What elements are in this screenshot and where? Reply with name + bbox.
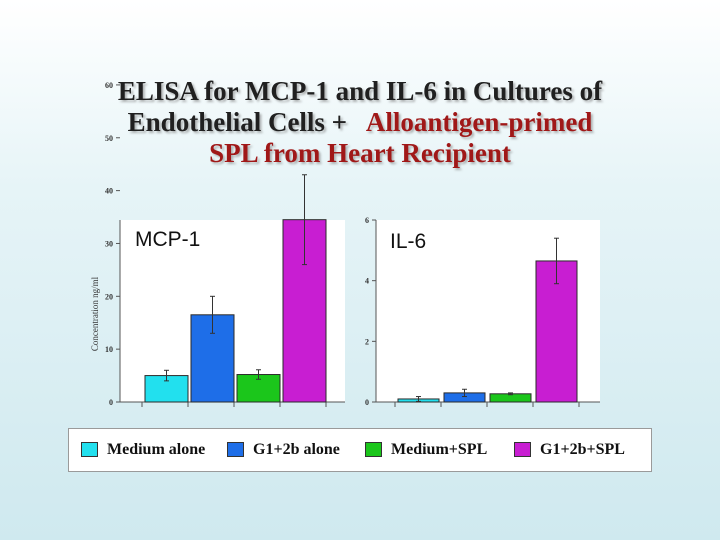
chart-title: MCP-1 <box>135 228 200 251</box>
title-line-2: Endothelial Cells + Alloantigen-primed <box>0 107 720 138</box>
y-tick-label: 20 <box>105 292 113 301</box>
elisa-bar-charts: 0 10 20 30 40 50 60 MCP-1 Concentration ng/ml 0 2 4… <box>90 81 600 407</box>
legend-swatch <box>514 442 531 457</box>
title-line-1: ELISA for MCP-1 and IL-6 in Cultures of <box>117 76 603 106</box>
chart-panel-1: 0 2 4 6 IL-6 <box>365 216 600 407</box>
title-line-3: SPL from Heart Recipient <box>209 138 511 168</box>
legend-label: Medium+SPL <box>391 441 488 458</box>
legend-label: Medium alone <box>107 441 206 458</box>
y-tick-label: 0 <box>365 398 369 407</box>
bar-3 <box>535 260 578 403</box>
legend-label: G1+2b+SPL <box>540 441 625 458</box>
y-tick-label: 0 <box>109 398 113 407</box>
slide-title: ELISA for MCP-1 and IL-6 in Cultures of … <box>0 76 720 169</box>
y-axis-label: Concentration ng/ml <box>90 276 100 351</box>
chart-legend: Medium alone G1+2b alone Medium+SPL G1+2b+S… <box>68 428 652 472</box>
y-tick-label: 30 <box>105 239 113 248</box>
y-tick-label: 4 <box>365 277 369 286</box>
chart-panel-0: 0 10 20 30 40 50 60 MCP-1 Concentration ng/ml <box>90 81 345 407</box>
y-tick-label: 40 <box>105 187 113 196</box>
chart-title: IL-6 <box>390 230 426 253</box>
y-tick-label: 50 <box>105 134 113 143</box>
y-tick-label: 2 <box>365 337 369 346</box>
title-line-2-part-2: Alloantigen-primed <box>365 107 593 137</box>
legend-swatch <box>81 442 98 457</box>
legend-swatch <box>365 442 382 457</box>
legend-swatch <box>227 442 244 457</box>
legend-label: G1+2b alone <box>253 441 340 458</box>
title-line-2-part-1: Endothelial Cells + <box>127 107 348 137</box>
y-tick-label: 60 <box>105 81 113 90</box>
y-tick-label: 10 <box>105 345 113 354</box>
y-tick-label: 6 <box>365 216 369 225</box>
